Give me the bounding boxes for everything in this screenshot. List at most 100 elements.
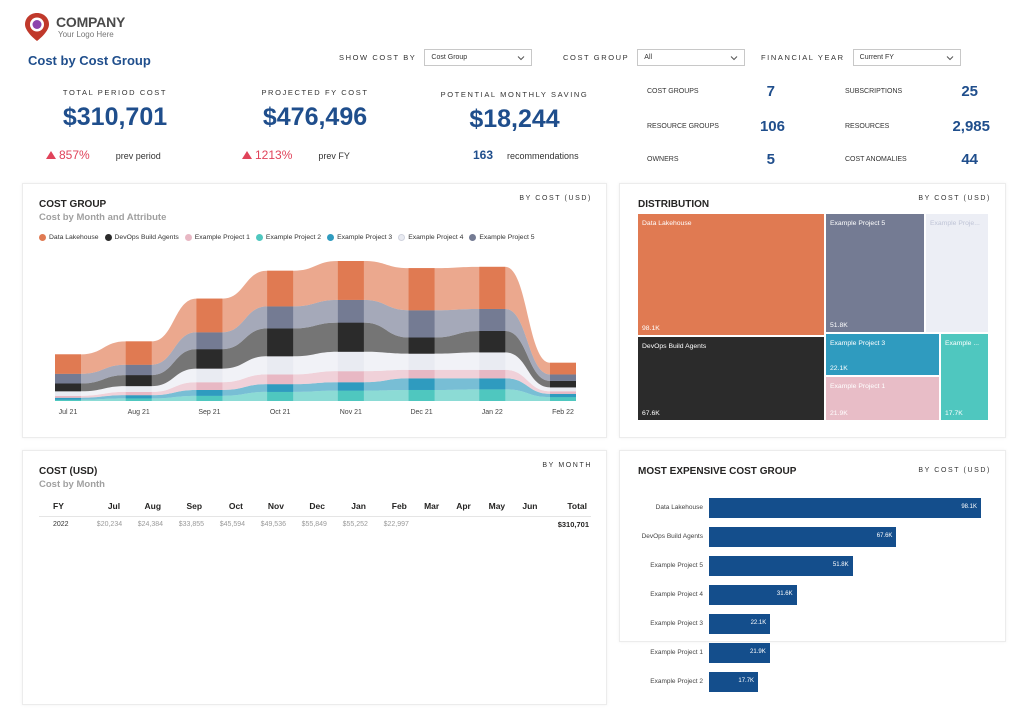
distribution-treemap[interactable]: Data Lakehouse 98.1K Example Project 5 51.…: [638, 214, 988, 420]
show-cost-by-select[interactable]: Cost Group: [424, 49, 533, 66]
ribbon-segment[interactable]: [337, 371, 364, 383]
legend-item[interactable]: Example Project 1: [184, 234, 250, 241]
ribbon-segment[interactable]: [337, 390, 364, 401]
ribbon-segment[interactable]: [408, 310, 435, 338]
legend-item[interactable]: Example Project 3: [327, 234, 392, 241]
bar[interactable]: 31.6K: [709, 585, 797, 605]
ribbon-segment[interactable]: [267, 270, 294, 307]
ribbon-segment[interactable]: [125, 375, 152, 387]
ribbon-segment[interactable]: [337, 351, 364, 372]
ribbon-series[interactable]: [55, 369, 576, 398]
ribbon-segment[interactable]: [550, 380, 576, 388]
ribbon-segment[interactable]: [550, 362, 576, 375]
bar-row[interactable]: Example Project 3 22.1K: [619, 614, 999, 634]
cost-group-select[interactable]: All: [637, 49, 746, 66]
ribbon-segment[interactable]: [408, 268, 435, 311]
column-header[interactable]: Oct: [228, 500, 244, 511]
legend-item[interactable]: Example Project 4: [398, 234, 463, 241]
ribbon-series[interactable]: [55, 351, 576, 396]
ribbon-segment[interactable]: [550, 387, 576, 392]
bar[interactable]: 98.1K: [709, 498, 981, 518]
ribbon-segment[interactable]: [479, 266, 506, 309]
ribbon-segment[interactable]: [267, 374, 294, 385]
ribbon-segment[interactable]: [55, 354, 81, 374]
ribbon-segment[interactable]: [479, 378, 506, 390]
ribbon-segment[interactable]: [408, 337, 435, 354]
ribbon-series[interactable]: [55, 322, 576, 392]
column-header[interactable]: Nov: [267, 500, 284, 511]
treemap-cell[interactable]: Example Project 1 21.9K: [826, 377, 939, 420]
ribbon-segment[interactable]: [408, 378, 435, 390]
ribbon-series[interactable]: [55, 389, 576, 401]
ribbon-segment[interactable]: [550, 393, 576, 398]
ribbon-segment[interactable]: [267, 328, 294, 357]
column-header[interactable]: Mar: [424, 500, 440, 511]
bar[interactable]: 17.7K: [709, 672, 759, 692]
column-header[interactable]: Total: [567, 500, 587, 511]
column-header[interactable]: Dec: [309, 500, 325, 511]
ribbon-segment[interactable]: [196, 389, 223, 396]
ribbon-segment[interactable]: [196, 395, 223, 401]
ribbon-series[interactable]: [55, 299, 576, 384]
ribbon-segment[interactable]: [267, 306, 294, 329]
column-header[interactable]: Aug: [144, 500, 162, 511]
ribbon-segment[interactable]: [479, 308, 506, 331]
ribbon-segment[interactable]: [196, 368, 223, 383]
ribbon-segment[interactable]: [550, 397, 576, 401]
column-header[interactable]: Jul: [107, 500, 121, 511]
most-expensive-bar-chart[interactable]: Data Lakehouse 98.1K DevOps Build Agents 67…: [619, 498, 999, 698]
ribbon-segment[interactable]: [196, 382, 223, 390]
ribbon-segment[interactable]: [55, 383, 81, 392]
legend-item[interactable]: Data Lakehouse: [39, 234, 99, 241]
treemap-cell[interactable]: Example Project 5 51.8K: [826, 214, 924, 332]
treemap-cell[interactable]: Example ... 17.7K: [941, 334, 988, 420]
ribbon-segment[interactable]: [479, 369, 506, 379]
column-header[interactable]: May: [488, 500, 506, 511]
bar-row[interactable]: Example Project 4 31.6K: [619, 585, 999, 605]
bar-row[interactable]: DevOps Build Agents 67.6K: [619, 527, 999, 547]
treemap-cell[interactable]: Data Lakehouse 98.1K: [638, 214, 824, 335]
ribbon-segment[interactable]: [125, 364, 152, 376]
ribbon-segment[interactable]: [408, 353, 435, 370]
ribbon-segment[interactable]: [55, 399, 81, 401]
ribbon-segment[interactable]: [267, 356, 294, 375]
ribbon-segment[interactable]: [196, 332, 223, 350]
ribbon-segment[interactable]: [267, 384, 294, 392]
ribbon-segment[interactable]: [479, 389, 506, 401]
cost-group-ribbon-chart[interactable]: Jul 21 Aug 21 Sep 21 Oct 21 Nov 21 Dec 21 Jan …: [23, 246, 608, 439]
bar-row[interactable]: Example Project 1 21.9K: [619, 643, 999, 663]
ribbon-segment[interactable]: [337, 299, 364, 323]
column-header[interactable]: FY: [53, 500, 64, 511]
ribbon-segment[interactable]: [125, 395, 152, 399]
ribbon-segment[interactable]: [479, 331, 506, 353]
ribbon-segment[interactable]: [337, 382, 364, 391]
bar-row[interactable]: Example Project 5 51.8K: [619, 556, 999, 576]
ribbon-segment[interactable]: [55, 373, 81, 384]
ribbon-segment[interactable]: [337, 322, 364, 352]
ribbon-segment[interactable]: [125, 391, 152, 396]
treemap-cell[interactable]: Example Project 3 22.1K: [826, 334, 939, 375]
ribbon-segment[interactable]: [550, 374, 576, 381]
ribbon-segment[interactable]: [337, 261, 364, 300]
legend-item[interactable]: Example Project 5: [469, 234, 535, 241]
legend-item[interactable]: Example Project 2: [255, 234, 321, 241]
bar-row[interactable]: Data Lakehouse 98.1K: [619, 498, 999, 518]
ribbon-segment[interactable]: [55, 397, 81, 400]
column-header[interactable]: Feb: [391, 500, 407, 511]
column-header[interactable]: Jan: [351, 500, 366, 511]
column-header[interactable]: Jun: [522, 500, 538, 511]
bar[interactable]: 67.6K: [709, 527, 897, 547]
ribbon-segment[interactable]: [196, 349, 223, 369]
ribbon-segment[interactable]: [196, 298, 223, 333]
ribbon-segment[interactable]: [125, 341, 152, 365]
ribbon-segment[interactable]: [479, 352, 506, 370]
ribbon-segment[interactable]: [267, 391, 294, 401]
bar[interactable]: 51.8K: [709, 556, 853, 576]
financial-year-select[interactable]: Current FY: [852, 49, 961, 66]
ribbon-segment[interactable]: [550, 391, 576, 394]
ribbon-segment[interactable]: [408, 389, 435, 401]
ribbon-segment[interactable]: [55, 395, 81, 398]
bar-row[interactable]: Example Project 2 17.7K: [619, 672, 999, 692]
column-header[interactable]: Sep: [186, 500, 203, 511]
ribbon-segment[interactable]: [55, 391, 81, 396]
